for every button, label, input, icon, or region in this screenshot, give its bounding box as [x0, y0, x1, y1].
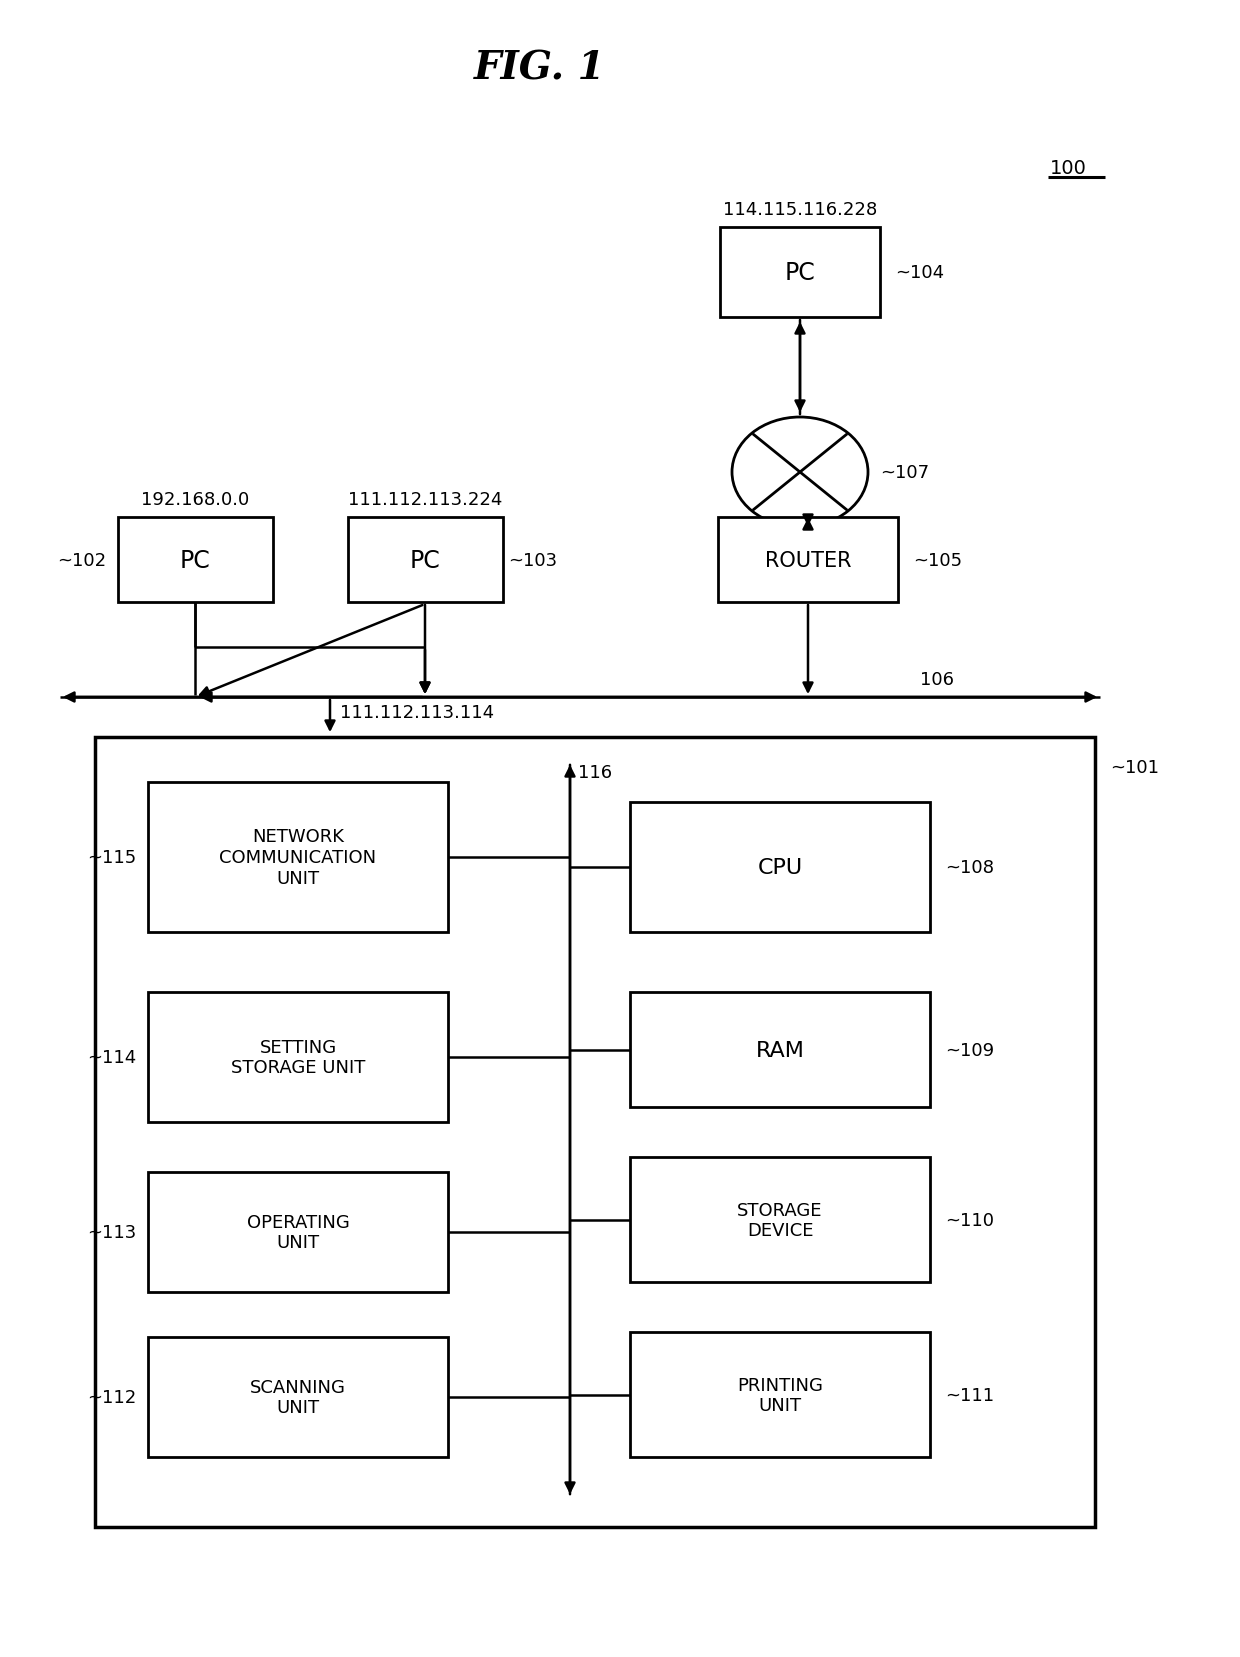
Bar: [630, 1332, 930, 1457]
Text: PC: PC: [785, 260, 816, 285]
Text: 116: 116: [578, 764, 613, 782]
Bar: [720, 229, 880, 318]
Text: SETTING
STORAGE UNIT: SETTING STORAGE UNIT: [231, 1037, 366, 1077]
Text: 192.168.0.0: 192.168.0.0: [141, 490, 249, 509]
Text: ~113: ~113: [87, 1223, 136, 1241]
Bar: [348, 517, 503, 603]
Text: ~109: ~109: [945, 1041, 994, 1059]
Text: ~107: ~107: [880, 464, 929, 482]
Text: ~115: ~115: [87, 848, 136, 867]
Text: PC: PC: [180, 548, 211, 573]
Bar: [718, 517, 898, 603]
Text: ~110: ~110: [945, 1211, 994, 1229]
Text: OPERATING
UNIT: OPERATING UNIT: [247, 1213, 350, 1251]
Text: ~104: ~104: [895, 263, 944, 282]
Bar: [148, 993, 448, 1122]
Bar: [630, 1157, 930, 1283]
Text: ~114: ~114: [87, 1049, 136, 1067]
Text: STORAGE
DEVICE: STORAGE DEVICE: [738, 1201, 823, 1239]
Bar: [118, 517, 273, 603]
Bar: [148, 1171, 448, 1292]
Text: ~101: ~101: [1110, 759, 1159, 777]
Bar: [148, 1337, 448, 1457]
Text: PRINTING
UNIT: PRINTING UNIT: [737, 1375, 823, 1415]
Text: PC: PC: [409, 548, 440, 573]
Text: RAM: RAM: [755, 1041, 805, 1060]
Text: 111.112.113.114: 111.112.113.114: [340, 704, 494, 721]
Bar: [630, 802, 930, 933]
Text: ~105: ~105: [913, 552, 962, 570]
Text: NETWORK
COMMUNICATION
UNIT: NETWORK COMMUNICATION UNIT: [219, 828, 377, 886]
Text: SCANNING
UNIT: SCANNING UNIT: [250, 1377, 346, 1417]
Bar: [630, 993, 930, 1107]
Text: ~112: ~112: [87, 1389, 136, 1407]
Text: 106: 106: [920, 671, 954, 689]
Text: 100: 100: [1050, 159, 1087, 177]
Text: 111.112.113.224: 111.112.113.224: [347, 490, 502, 509]
Bar: [148, 782, 448, 933]
Text: ~103: ~103: [508, 552, 557, 570]
Text: CPU: CPU: [758, 857, 802, 878]
Bar: [95, 737, 1095, 1528]
Text: 114.115.116.228: 114.115.116.228: [723, 200, 877, 219]
Text: ROUTER: ROUTER: [765, 550, 851, 570]
Text: ~102: ~102: [57, 552, 105, 570]
Text: ~111: ~111: [945, 1387, 994, 1403]
Text: FIG. 1: FIG. 1: [474, 50, 606, 86]
Text: ~108: ~108: [945, 858, 994, 877]
